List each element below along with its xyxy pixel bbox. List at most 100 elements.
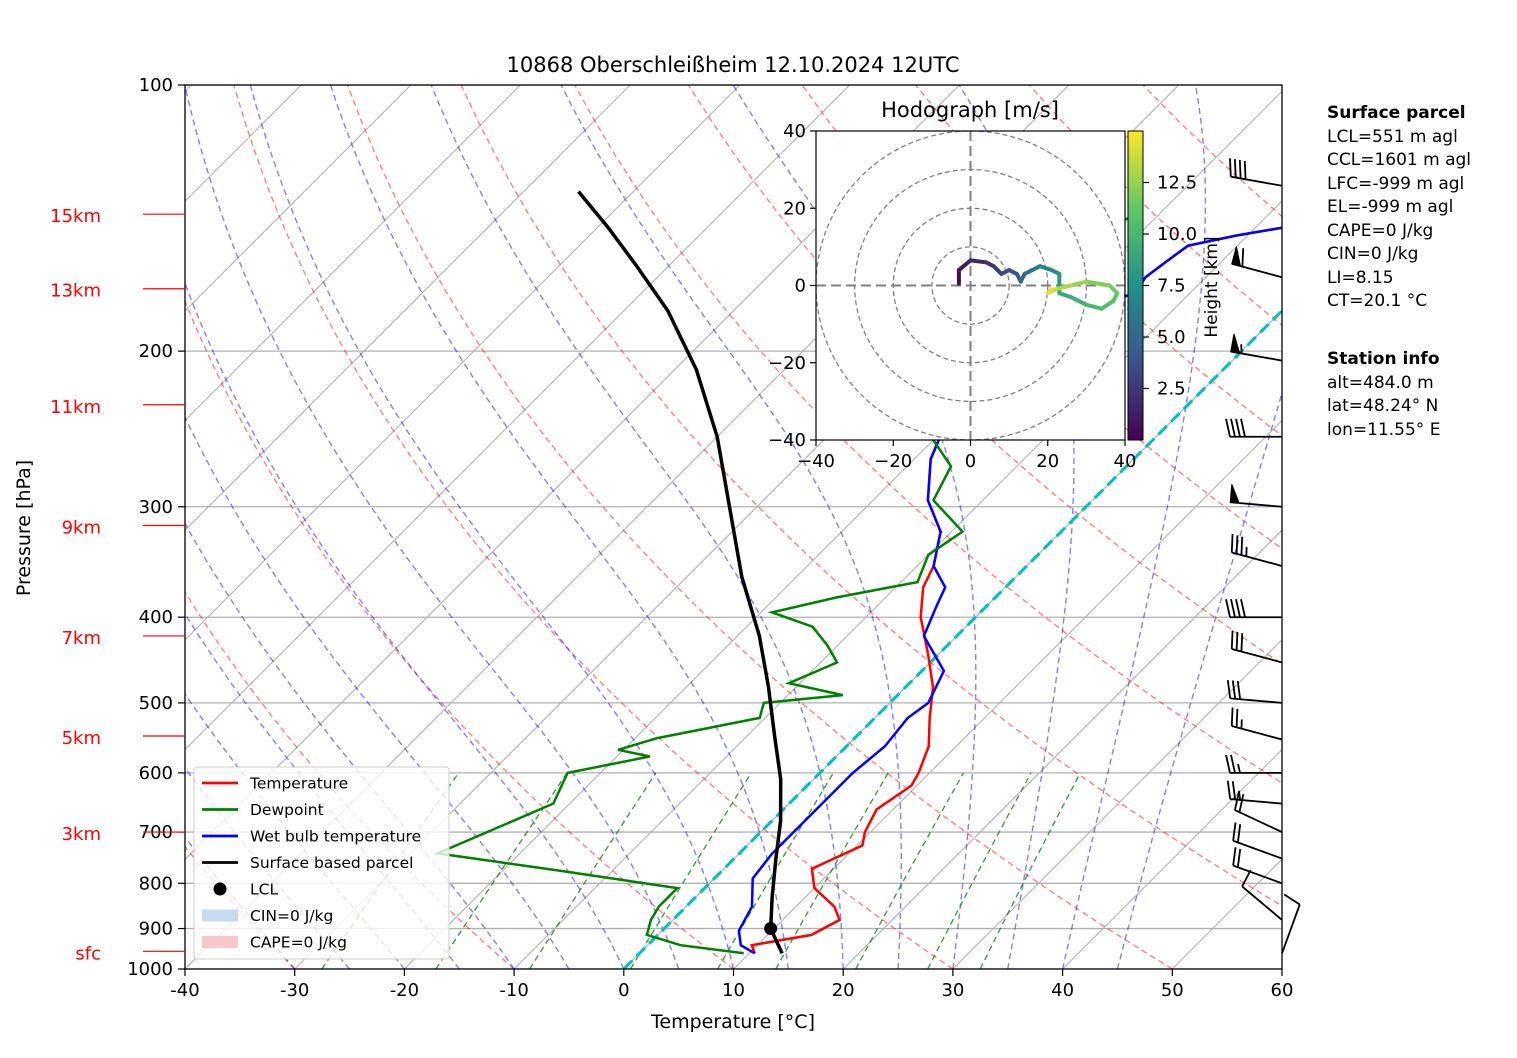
x-tick-label: 0 — [618, 980, 629, 1001]
hodograph-x-tick: 20 — [1036, 451, 1059, 472]
hodograph-colorbar — [1128, 131, 1143, 440]
surface-parcel-line: EL=-999 m agl — [1327, 196, 1471, 220]
x-tick-label: -40 — [170, 980, 199, 1001]
wind-barb — [1228, 781, 1282, 804]
legend-label: CIN=0 J/kg — [250, 907, 333, 925]
x-tick-label: 30 — [941, 980, 964, 1001]
hodograph-y-tick: 20 — [783, 198, 806, 219]
height-label: 7km — [62, 628, 101, 649]
height-label: sfc — [75, 943, 101, 964]
x-tick-label: 60 — [1271, 980, 1294, 1001]
height-label: 13km — [50, 281, 101, 302]
wind-barb — [1232, 708, 1282, 740]
colorbar-tick-label: 5.0 — [1157, 327, 1186, 348]
x-tick-label: -20 — [390, 980, 419, 1001]
surface-parcel-line: CIN=0 J/kg — [1327, 243, 1471, 267]
hodograph-segment — [1048, 289, 1052, 293]
surface-parcel-line: LI=8.15 — [1327, 267, 1471, 291]
x-tick-label: -10 — [499, 980, 528, 1001]
height-label: 15km — [50, 206, 101, 227]
y-tick-label: 400 — [139, 607, 173, 628]
wind-barb — [1282, 895, 1300, 954]
mixing-ratio-line — [436, 773, 567, 969]
mixing-ratio-line — [928, 773, 1031, 969]
wind-barb — [1226, 599, 1282, 617]
legend-label: Temperature — [249, 775, 348, 793]
hodograph-y-tick: −40 — [768, 430, 806, 451]
surface-parcel-line: LFC=-999 m agl — [1327, 173, 1471, 197]
x-tick-label: 20 — [832, 980, 855, 1001]
height-label: 11km — [50, 397, 101, 418]
height-label: 5km — [62, 728, 101, 749]
hodograph-x-tick: 40 — [1114, 451, 1137, 472]
colorbar-tick-label: 7.5 — [1157, 276, 1186, 297]
station-info-line: lon=11.55° E — [1327, 419, 1440, 443]
hodograph-title: Hodograph [m/s] — [881, 98, 1059, 122]
wind-barb — [1232, 246, 1282, 277]
wind-barb — [1228, 680, 1282, 703]
hodograph-y-tick: −20 — [768, 353, 806, 374]
wind-barb — [1230, 484, 1282, 506]
height-labels: 15km 13km 11km 9km 7km 5km 3km sfc — [50, 206, 185, 964]
height-label: 3km — [62, 824, 101, 845]
moist-adiabat — [1118, 85, 1362, 969]
y-tick-label: 1000 — [127, 959, 173, 980]
wind-barb — [1235, 792, 1282, 832]
legend-label: CAPE=0 J/kg — [250, 934, 347, 952]
hodograph-y-tick: 40 — [783, 121, 806, 142]
y-axis-label: Pressure [hPa] — [13, 460, 35, 596]
station-info-heading: Station info — [1327, 348, 1440, 372]
wind-barb — [1233, 847, 1282, 883]
x-tick-label: -30 — [280, 980, 309, 1001]
y-tick-label: 200 — [139, 341, 173, 362]
surface-parcel-line — [579, 192, 783, 954]
colorbar-tick-label: 10.0 — [1157, 224, 1197, 245]
colorbar-tick-label: 12.5 — [1157, 173, 1197, 194]
y-tick-label: 100 — [139, 75, 173, 96]
lcl-point — [764, 922, 777, 935]
mixing-ratio-line — [530, 773, 656, 969]
wind-barb — [1242, 870, 1282, 920]
height-label: 9km — [62, 518, 101, 539]
legend-label: Dewpoint — [250, 801, 324, 819]
mixing-ratio-line — [631, 773, 752, 969]
y-tick-label: 800 — [139, 873, 173, 894]
wind-barb — [1226, 419, 1282, 437]
colorbar-tick-label: 2.5 — [1157, 379, 1186, 400]
station-info-line: lat=48.24° N — [1327, 395, 1440, 419]
wind-barb — [1232, 631, 1282, 663]
wind-barb — [1232, 534, 1282, 566]
y-tick-label: 500 — [139, 693, 173, 714]
y-tick-label: 300 — [139, 497, 173, 518]
hodograph-segment — [971, 260, 986, 262]
surface-parcel-line: CCL=1601 m agl — [1327, 149, 1471, 173]
y-tick-label: 600 — [139, 763, 173, 784]
surface-parcel-line: CT=20.1 °C — [1327, 290, 1471, 314]
chart-title: 10868 Oberschleißheim 12.10.2024 12UTC — [507, 53, 960, 77]
y-tick-label: 900 — [139, 919, 173, 940]
hodograph-x-tick: −40 — [797, 451, 835, 472]
x-tick-label: 40 — [1051, 980, 1074, 1001]
hodograph-x-tick: 0 — [965, 451, 976, 472]
mixing-ratio-line — [980, 773, 1080, 969]
wind-barbs — [1226, 158, 1300, 953]
surface-parcel-line: LCL=551 m agl — [1327, 126, 1471, 150]
x-tick-label: 50 — [1161, 980, 1184, 1001]
legend-label: Wet bulb temperature — [250, 828, 421, 846]
wind-barb — [1230, 158, 1282, 185]
station-info-line: alt=484.0 m — [1327, 372, 1440, 396]
colorbar-label: Height [km] — [1202, 236, 1222, 337]
legend-label: LCL — [250, 881, 278, 899]
x-axis-label: Temperature [°C] — [650, 1011, 815, 1033]
hodograph-y-tick: 0 — [795, 276, 806, 297]
surface-parcel-heading: Surface parcel — [1327, 102, 1471, 126]
surface-parcel-line: CAPE=0 J/kg — [1327, 220, 1471, 244]
